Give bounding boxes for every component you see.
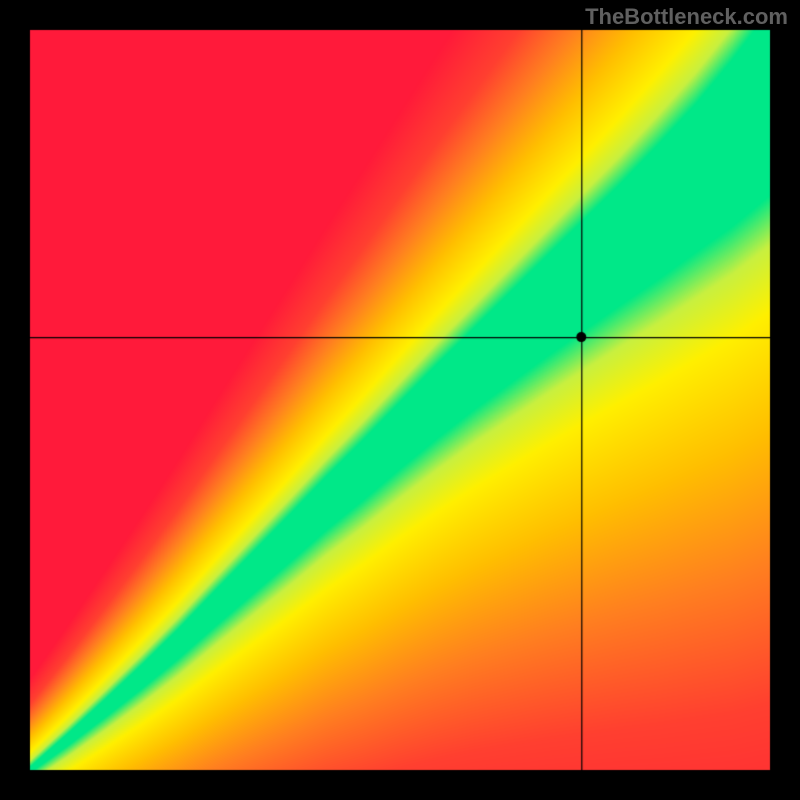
bottleneck-heatmap	[0, 0, 800, 800]
watermark-text: TheBottleneck.com	[585, 4, 788, 30]
